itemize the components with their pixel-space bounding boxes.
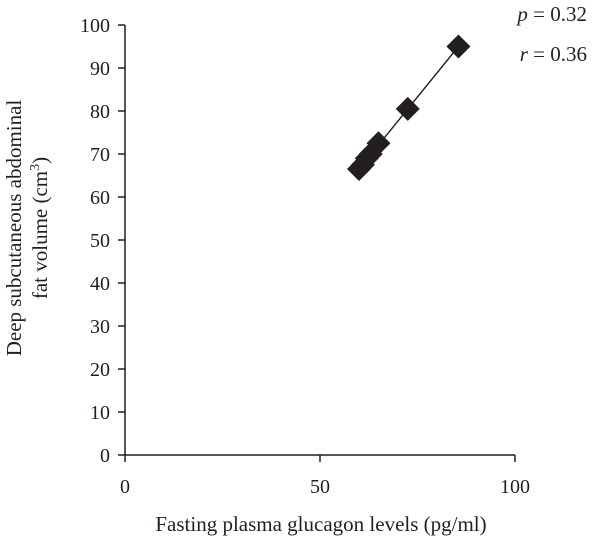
y-tick-label: 0: [100, 445, 110, 467]
y-tick-label: 40: [90, 273, 110, 295]
x-ticks: 0 50 100: [120, 455, 530, 498]
r-value-annotation: r = 0.36: [520, 42, 587, 66]
y-tick-label: 20: [90, 359, 110, 381]
y-axis-title-line2-prefix: fat volume (cm: [28, 171, 52, 299]
x-tick-label: 100: [500, 476, 530, 498]
data-point: [395, 96, 420, 121]
y-axis-title-superscript: 3: [28, 164, 43, 171]
y-tick-label: 80: [90, 101, 110, 123]
y-tick-label: 50: [90, 230, 110, 252]
data-points: [347, 34, 471, 182]
y-tick-label: 10: [90, 402, 110, 424]
y-axis-title-line2-suffix: ): [28, 157, 52, 164]
y-ticks: 0 10 20 30 40 50 60 70 80 90 100: [80, 15, 125, 467]
x-tick-label: 0: [120, 476, 130, 498]
x-tick-label: 50: [310, 476, 330, 498]
r-value: = 0.36: [528, 42, 587, 66]
p-symbol: p: [515, 2, 528, 26]
y-tick-label: 70: [90, 144, 110, 166]
p-value-annotation: p = 0.32: [515, 2, 587, 26]
x-axis-title: Fasting plasma glucagon levels (pg/ml): [155, 512, 486, 536]
y-axis-title-line1: Deep subcutaneous abdominal: [2, 100, 26, 357]
y-axis-title-line2: fat volume (cm3): [28, 157, 52, 299]
data-point: [446, 34, 471, 59]
axes: [124, 25, 515, 456]
y-tick-label: 90: [90, 58, 110, 80]
y-axis-title: Deep subcutaneous abdominal fat volume (…: [2, 100, 52, 357]
data-point: [366, 131, 391, 156]
y-tick-label: 100: [80, 15, 110, 37]
y-tick-label: 60: [90, 187, 110, 209]
y-tick-label: 30: [90, 316, 110, 338]
p-value: = 0.32: [528, 2, 587, 26]
r-symbol: r: [520, 42, 529, 66]
